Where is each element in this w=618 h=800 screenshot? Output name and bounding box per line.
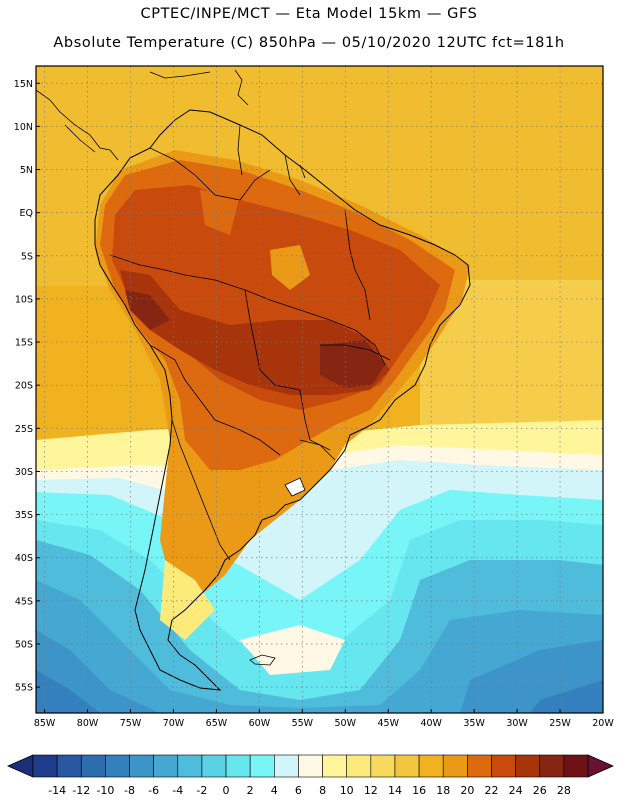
south-america-coastline bbox=[94, 109, 471, 691]
country-borders bbox=[109, 124, 391, 561]
colorbar-swatch bbox=[56, 754, 82, 778]
lat-label-55s: 55S bbox=[15, 683, 33, 694]
colorbar-swatch bbox=[32, 754, 58, 778]
lon-label-65w: 65W bbox=[206, 718, 228, 729]
colorbar-swatch bbox=[322, 754, 347, 778]
colorbar-label: 2 bbox=[247, 784, 254, 797]
colorbar-swatch bbox=[370, 754, 396, 778]
lon-label-25w: 25W bbox=[549, 718, 571, 729]
colorbar-swatch bbox=[105, 754, 130, 778]
colorbar-label: 24 bbox=[509, 784, 523, 797]
lat-label-15n: 15N bbox=[14, 79, 33, 90]
colorbar-label: 26 bbox=[533, 784, 547, 797]
colorbar-swatch bbox=[563, 754, 589, 778]
field-guiana-mild bbox=[200, 190, 240, 235]
lat-label-eq: EQ bbox=[20, 208, 33, 219]
colorbar-label: 16 bbox=[412, 784, 426, 797]
lat-label-45s: 45S bbox=[15, 596, 33, 607]
colorbar-swatch bbox=[298, 754, 323, 778]
lon-label-40w: 40W bbox=[420, 718, 442, 729]
colorbar-swatch bbox=[467, 754, 492, 778]
lat-label-50s: 50S bbox=[15, 639, 33, 650]
colorbar-swatch bbox=[491, 754, 516, 778]
temperature-field bbox=[36, 66, 603, 713]
lon-label-50w: 50W bbox=[335, 718, 357, 729]
colorbar-low-arrow bbox=[7, 754, 34, 778]
lon-label-85w: 85W bbox=[34, 718, 56, 729]
central-america-coast bbox=[36, 69, 306, 179]
colorbar-swatch bbox=[153, 754, 179, 778]
lat-label-5s: 5S bbox=[21, 251, 33, 262]
lat-label-35s: 35S bbox=[15, 510, 33, 521]
longitude-labels: 85W 80W 75W 70W 65W 60W 55W 50W 45W 40W 35W 30W 25W 2… bbox=[34, 709, 614, 729]
lat-label-15s: 15S bbox=[15, 338, 33, 349]
lat-label-10s: 10S bbox=[15, 294, 33, 305]
colorbar-label: 14 bbox=[388, 784, 402, 797]
map-title-line1: CPTEC/INPE/MCT — Eta Model 15km — GFS bbox=[140, 6, 478, 22]
colorbar-swatch bbox=[442, 754, 468, 778]
falkland-islands bbox=[249, 654, 276, 666]
colorbar-swatch bbox=[515, 754, 541, 778]
field-band-minus2C bbox=[36, 580, 603, 713]
colorbar-label: 10 bbox=[340, 784, 354, 797]
colorbar-label: -2 bbox=[196, 784, 207, 797]
colorbar-labels: -14 -12 -10 -8 -6 -4 -2 0 2 4 6 8 10 12 14 16 18 20 22 24 26… bbox=[48, 784, 571, 797]
colorbar-swatch bbox=[274, 754, 299, 778]
colorbar-label: 12 bbox=[364, 784, 378, 797]
colorbar-high-arrow bbox=[587, 754, 614, 778]
map-title-line2: Absolute Temperature (C) 850hPa — 05/10/… bbox=[53, 35, 565, 51]
lon-label-30w: 30W bbox=[506, 718, 528, 729]
colorbar-label: -12 bbox=[72, 784, 90, 797]
colorbar-label: -6 bbox=[148, 784, 159, 797]
colorbar-label: 28 bbox=[557, 784, 571, 797]
lat-label-20s: 20S bbox=[15, 381, 33, 392]
field-land-extreme bbox=[320, 340, 385, 388]
lat-label-40s: 40S bbox=[15, 553, 33, 564]
lon-label-20w: 20W bbox=[592, 718, 614, 729]
field-patagonia-cool bbox=[160, 560, 215, 640]
lat-label-10n: 10N bbox=[14, 122, 33, 133]
lon-label-80w: 80W bbox=[77, 718, 99, 729]
lat-label-5n: 5N bbox=[20, 165, 33, 176]
colorbar-label: 18 bbox=[436, 784, 450, 797]
colorbar-swatch bbox=[346, 754, 372, 778]
lon-label-55w: 55W bbox=[292, 718, 314, 729]
colorbar-label: 4 bbox=[271, 784, 278, 797]
colorbar-swatch bbox=[418, 754, 444, 778]
colorbar-swatch bbox=[394, 754, 420, 778]
colorbar-swatch bbox=[201, 754, 227, 778]
latitude-labels: 15N 10N 5N EQ 5S 10S 15S 20S 25S 30S 35S 40S 45S 50S 5… bbox=[14, 79, 40, 694]
field-amazon-mild bbox=[270, 245, 310, 290]
colorbar-label: 20 bbox=[460, 784, 474, 797]
colorbar-label: -4 bbox=[172, 784, 183, 797]
colorbar-label: -14 bbox=[48, 784, 66, 797]
colorbar-label: -10 bbox=[96, 784, 114, 797]
lon-label-75w: 75W bbox=[120, 718, 142, 729]
field-land-extreme-west bbox=[125, 290, 170, 330]
field-pocket-8C-sea bbox=[240, 625, 345, 675]
lon-label-45w: 45W bbox=[377, 718, 399, 729]
lon-label-70w: 70W bbox=[163, 718, 185, 729]
field-band-minus6C bbox=[36, 670, 603, 713]
lat-label-30s: 30S bbox=[15, 467, 33, 478]
plot-frame bbox=[35, 65, 604, 714]
lat-label-25s: 25S bbox=[15, 424, 33, 435]
colorbar-swatch bbox=[249, 754, 275, 778]
colorbar-swatch bbox=[225, 754, 251, 778]
temperature-colorbar bbox=[7, 754, 614, 778]
colorbar-swatch bbox=[539, 754, 565, 778]
colorbar-label: 6 bbox=[295, 784, 302, 797]
colorbar-swatch bbox=[129, 754, 154, 778]
colorbar-label: 8 bbox=[319, 784, 326, 797]
lon-label-60w: 60W bbox=[249, 718, 271, 729]
lake-patos bbox=[284, 477, 306, 497]
colorbar-swatch bbox=[177, 754, 203, 778]
lon-label-35w: 35W bbox=[463, 718, 485, 729]
colorbar-swatch bbox=[80, 754, 106, 778]
colorbar-label: 0 bbox=[223, 784, 230, 797]
colorbar-label: 22 bbox=[484, 784, 498, 797]
colorbar-label: -8 bbox=[124, 784, 135, 797]
